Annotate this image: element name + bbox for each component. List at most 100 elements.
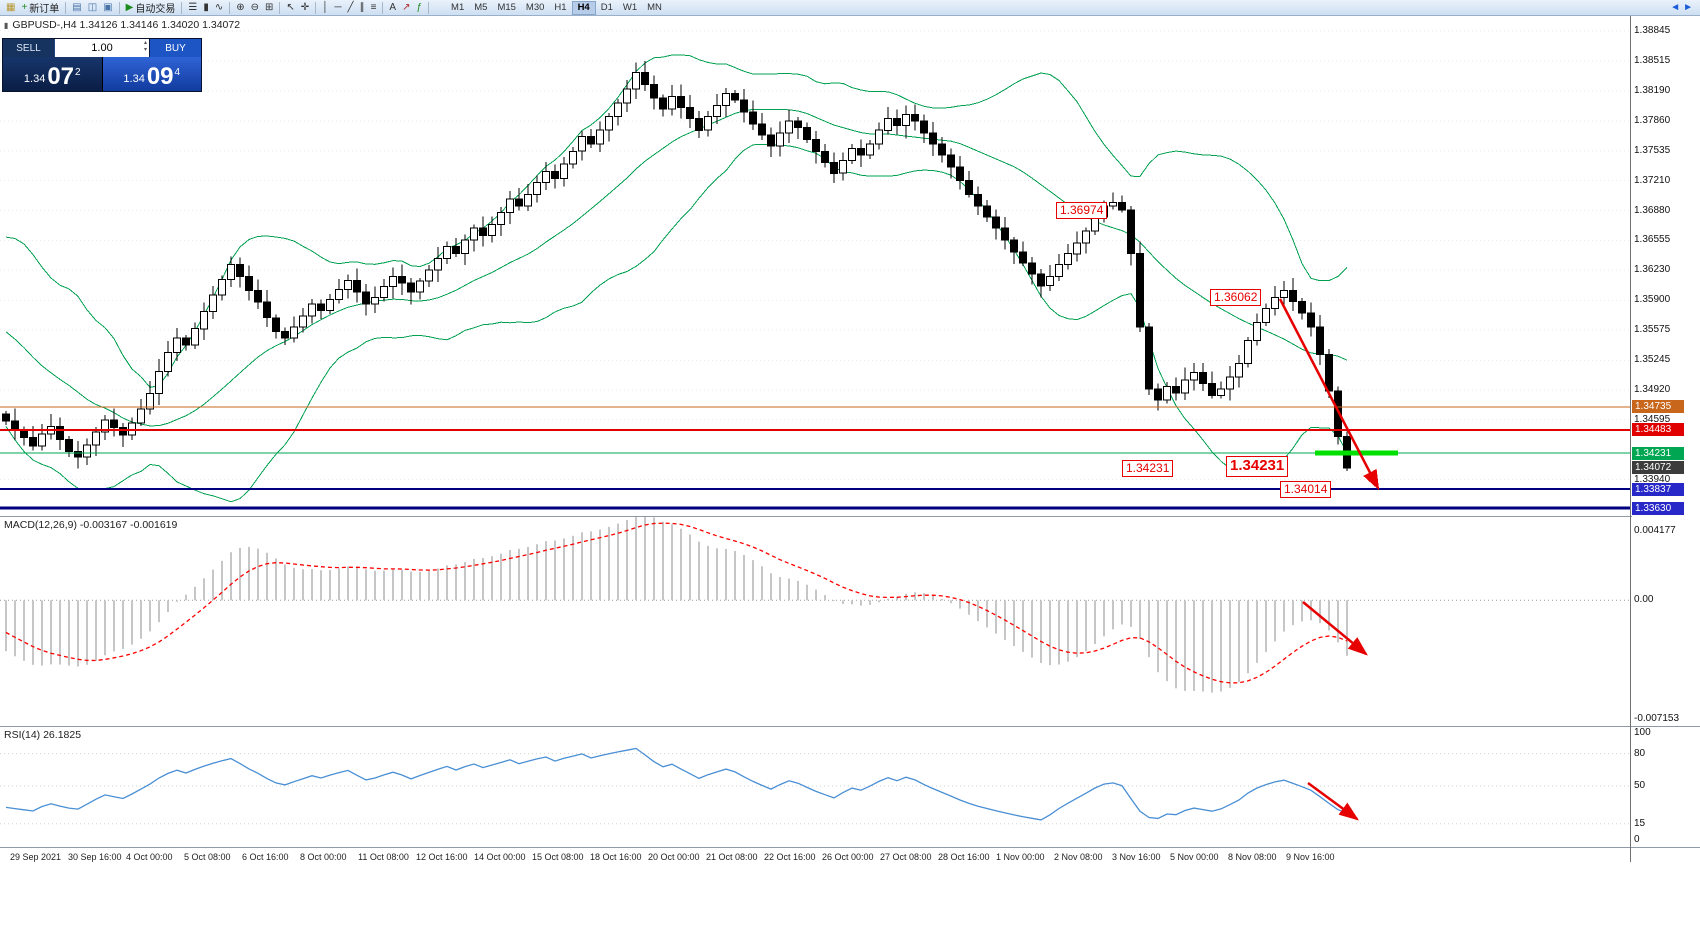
toolbar-items: ▦ + 新订单 ▤ ◫ ▣ ▶ 自动交易 ☰ ▮ ∿ ⊕ ⊖ ⊞ ↖ ✛ │ ─ ╱ ∥ ≡ A ↗ ƒ	[3, 1, 432, 15]
spinner-down-icon[interactable]: ▾	[143, 47, 147, 53]
time-label: 14 Oct 00:00	[474, 852, 526, 862]
vertical-line-icon[interactable]: │	[319, 1, 331, 15]
buy-price-button[interactable]: 1.34 09 4	[102, 57, 201, 91]
price-tag: 1.34231	[1632, 447, 1684, 460]
time-label: 6 Oct 16:00	[242, 852, 289, 862]
data-window-icon[interactable]: ▣	[100, 1, 115, 15]
spinner-up-icon[interactable]: ▴	[143, 40, 147, 46]
equidistant-channel-icon[interactable]: ∥	[357, 1, 368, 15]
trendline-icon[interactable]: ╱	[345, 1, 357, 15]
chart-shift-icon[interactable]: ►	[1683, 1, 1693, 13]
macd-label: MACD(12,26,9) -0.003167 -0.001619	[4, 519, 178, 531]
panel-divider[interactable]	[0, 516, 1700, 517]
price-tick: 1.36880	[1634, 205, 1671, 216]
buy-price-big: 09	[146, 63, 174, 90]
profiles-icon[interactable]: ▤	[69, 1, 84, 15]
time-label: 30 Sep 16:00	[68, 852, 122, 862]
main-chart-panel[interactable]: ▮ GBPUSD-,H4 1.34126 1.34146 1.34020 1.3…	[0, 16, 1630, 516]
volume-spinner[interactable]: ▴ ▾	[144, 40, 147, 54]
rsi-panel[interactable]: RSI(14) 26.1825	[0, 727, 1630, 847]
toolbar-right: ◄ ►	[1670, 1, 1697, 15]
candlestick-chart-icon[interactable]: ▮	[200, 1, 212, 15]
new-chart-icon[interactable]: ▦	[3, 1, 18, 15]
buy-button[interactable]: BUY	[149, 39, 201, 57]
sell-button[interactable]: SELL	[3, 39, 55, 57]
time-label: 1 Nov 00:00	[996, 852, 1045, 862]
line-chart-icon[interactable]: ∿	[212, 1, 226, 15]
one-click-trading-panel: SELL 1.00 ▴ ▾ BUY 1.34 07 2 1.34	[2, 38, 202, 92]
macd-panel[interactable]: MACD(12,26,9) -0.003167 -0.001619	[0, 517, 1630, 726]
cursor-icon[interactable]: ↖	[283, 1, 297, 15]
autotrading-button-label: 自动交易	[135, 4, 176, 15]
rsi-axis[interactable]: 100 80 50 15 0	[1632, 727, 1700, 847]
sell-price-button[interactable]: 1.34 07 2	[3, 57, 103, 91]
price-annotation: 1.36974	[1056, 202, 1108, 219]
zoom-in-icon[interactable]: ⊕	[233, 1, 247, 15]
indicators-icon: ƒ	[416, 1, 423, 13]
time-label: 5 Oct 08:00	[184, 852, 231, 862]
time-label: 9 Nov 16:00	[1286, 852, 1335, 862]
crosshair-icon[interactable]: ✛	[298, 1, 312, 15]
price-tag: 1.34072	[1632, 461, 1684, 474]
timeframe-M15[interactable]: M15	[497, 1, 516, 13]
price-tick: 1.36230	[1634, 264, 1671, 275]
time-axis[interactable]: 29 Sep 2021 30 Sep 16:00 4 Oct 00:00 5 Oct …	[0, 848, 1630, 944]
horizontal-line-icon[interactable]: ─	[331, 1, 344, 15]
volume-input[interactable]: 1.00 ▴ ▾	[55, 39, 149, 57]
candlestick-chart-icon: ▮	[203, 1, 209, 13]
timeframe-M30[interactable]: M30	[525, 1, 545, 13]
timeframe-W1[interactable]: W1	[622, 1, 638, 13]
price-tag: 1.33837	[1632, 483, 1684, 496]
price-tag: 1.34735	[1632, 400, 1684, 413]
sell-price-big: 07	[47, 63, 75, 90]
tile-windows-icon[interactable]: ⊞	[262, 1, 276, 15]
panel-divider[interactable]	[0, 847, 1700, 848]
time-label: 3 Nov 16:00	[1112, 852, 1161, 862]
time-label: 22 Oct 16:00	[764, 852, 816, 862]
timeframe-M5[interactable]: M5	[474, 1, 488, 13]
price-tick: 1.34920	[1634, 384, 1671, 395]
chart-symbol-info: ▮ GBPUSD-,H4 1.34126 1.34146 1.34020 1.3…	[4, 19, 240, 31]
price-axis[interactable]: 1.38845 1.38515 1.38190 1.37860 1.37535 1.372…	[1632, 16, 1700, 517]
arrows-tool-icon[interactable]: ↗	[399, 1, 413, 15]
autotrading-button[interactable]: ▶ 自动交易	[123, 1, 179, 16]
price-tick: 1.38845	[1634, 25, 1671, 36]
market-watch-icon[interactable]: ◫	[85, 1, 100, 15]
chart-scroll-icon[interactable]: ◄	[1670, 1, 1681, 13]
volume-value: 1.00	[91, 42, 113, 54]
timeframe-MN[interactable]: MN	[647, 1, 662, 13]
price-tick: 1.37210	[1634, 175, 1671, 186]
zoom-out-icon[interactable]: ⊖	[248, 1, 262, 15]
sell-price-sup: 2	[75, 67, 81, 78]
rsi-axis-label: 50	[1634, 780, 1646, 791]
price-annotation: 1.34014	[1280, 481, 1332, 498]
toolbar-separator	[229, 1, 231, 14]
time-label: 21 Oct 08:00	[706, 852, 758, 862]
toolbar-separator	[65, 1, 67, 14]
bars-chart-icon[interactable]: ☰	[185, 1, 200, 15]
timeframe-D1[interactable]: D1	[600, 1, 613, 13]
time-label: 4 Oct 00:00	[126, 852, 173, 862]
indicators-icon[interactable]: ƒ	[413, 1, 425, 15]
fibonacci-retracement-icon[interactable]: ≡	[368, 1, 380, 15]
sell-price-prefix: 1.34	[23, 73, 46, 85]
price-tag: 1.34483	[1632, 423, 1684, 436]
timeframe-M1[interactable]: M1	[451, 1, 465, 13]
fibonacci-retracement-icon: ≡	[370, 1, 377, 13]
timeframe-H1[interactable]: H1	[554, 1, 567, 13]
new-order-button[interactable]: + 新订单	[18, 1, 62, 16]
panel-divider[interactable]	[0, 726, 1700, 727]
timeframe-H4[interactable]: H4	[571, 0, 596, 15]
bars-chart-icon: ☰	[188, 1, 198, 13]
new-chart-icon: ▦	[6, 1, 16, 13]
time-label: 18 Oct 16:00	[590, 852, 642, 862]
text-label-icon[interactable]: A	[386, 1, 399, 15]
symbol-chart-icon: ▮	[4, 20, 9, 30]
price-tick: 1.38190	[1634, 85, 1671, 96]
market-watch-icon: ◫	[87, 1, 98, 13]
macd-axis[interactable]: 0.004177 0.00 -0.007153	[1632, 517, 1700, 726]
autotrading-button: ▶	[125, 1, 134, 13]
macd-axis-label: -0.007153	[1634, 713, 1680, 724]
price-tag: 1.33630	[1632, 502, 1684, 515]
time-label: 2 Nov 08:00	[1054, 852, 1103, 862]
